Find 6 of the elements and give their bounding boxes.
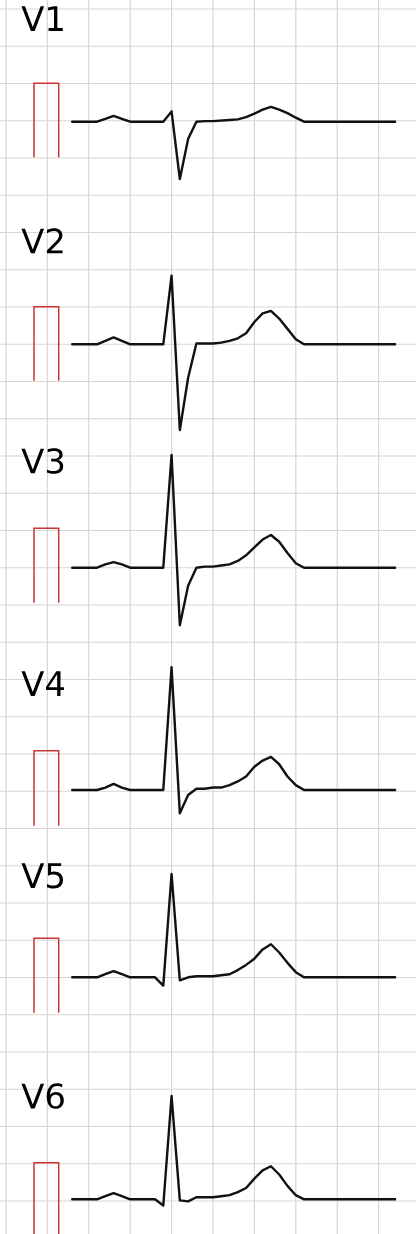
chart-title: V4 bbox=[21, 671, 65, 696]
chart-title: V1 bbox=[21, 6, 63, 31]
chart-title: V5 bbox=[21, 863, 63, 889]
chart-title: V6 bbox=[21, 1083, 64, 1109]
chart-title: V3 bbox=[21, 448, 64, 474]
chart-title: V2 bbox=[21, 228, 63, 254]
